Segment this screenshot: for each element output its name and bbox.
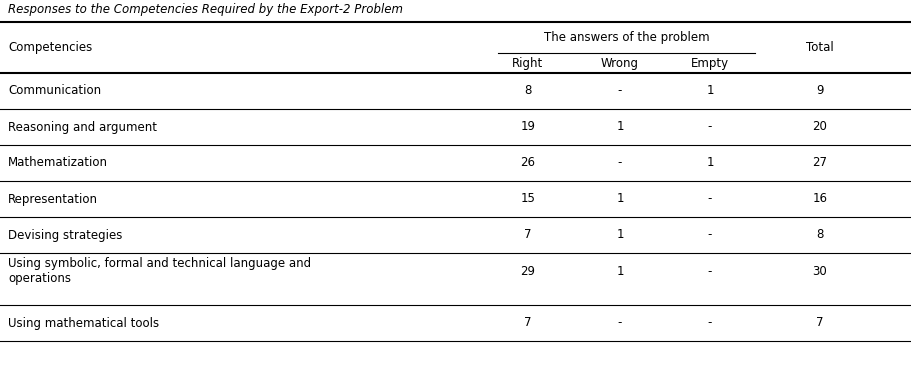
Text: 30: 30 — [812, 265, 826, 278]
Text: -: - — [617, 85, 621, 98]
Text: The answers of the problem: The answers of the problem — [543, 31, 709, 44]
Text: 7: 7 — [815, 316, 823, 329]
Text: Mathematization: Mathematization — [8, 156, 107, 170]
Text: Empty: Empty — [691, 57, 728, 70]
Text: -: - — [707, 192, 711, 205]
Text: Responses to the Competencies Required by the Export-2 Problem: Responses to the Competencies Required b… — [8, 4, 403, 17]
Text: Right: Right — [512, 57, 543, 70]
Text: Representation: Representation — [8, 192, 97, 205]
Text: Wrong: Wrong — [600, 57, 639, 70]
Text: 15: 15 — [520, 192, 535, 205]
Text: 9: 9 — [815, 85, 823, 98]
Text: 8: 8 — [524, 85, 531, 98]
Text: 29: 29 — [520, 265, 535, 278]
Text: 1: 1 — [705, 156, 713, 170]
Text: Communication: Communication — [8, 85, 101, 98]
Text: Total: Total — [805, 41, 833, 54]
Text: 1: 1 — [616, 120, 623, 134]
Text: Reasoning and argument: Reasoning and argument — [8, 120, 157, 134]
Text: 1: 1 — [616, 192, 623, 205]
Text: Devising strategies: Devising strategies — [8, 229, 122, 241]
Text: 1: 1 — [705, 85, 713, 98]
Text: -: - — [707, 316, 711, 329]
Text: 7: 7 — [524, 316, 531, 329]
Text: Using symbolic, formal and technical language and
operations: Using symbolic, formal and technical lan… — [8, 257, 311, 285]
Text: -: - — [617, 316, 621, 329]
Text: Competencies: Competencies — [8, 41, 92, 54]
Text: 16: 16 — [812, 192, 826, 205]
Text: Using mathematical tools: Using mathematical tools — [8, 316, 159, 329]
Text: 1: 1 — [616, 265, 623, 278]
Text: 8: 8 — [815, 229, 823, 241]
Text: 27: 27 — [812, 156, 826, 170]
Text: -: - — [707, 120, 711, 134]
Text: 26: 26 — [520, 156, 535, 170]
Text: -: - — [707, 265, 711, 278]
Text: 19: 19 — [520, 120, 535, 134]
Text: -: - — [707, 229, 711, 241]
Text: 20: 20 — [812, 120, 826, 134]
Text: 7: 7 — [524, 229, 531, 241]
Text: -: - — [617, 156, 621, 170]
Text: 1: 1 — [616, 229, 623, 241]
